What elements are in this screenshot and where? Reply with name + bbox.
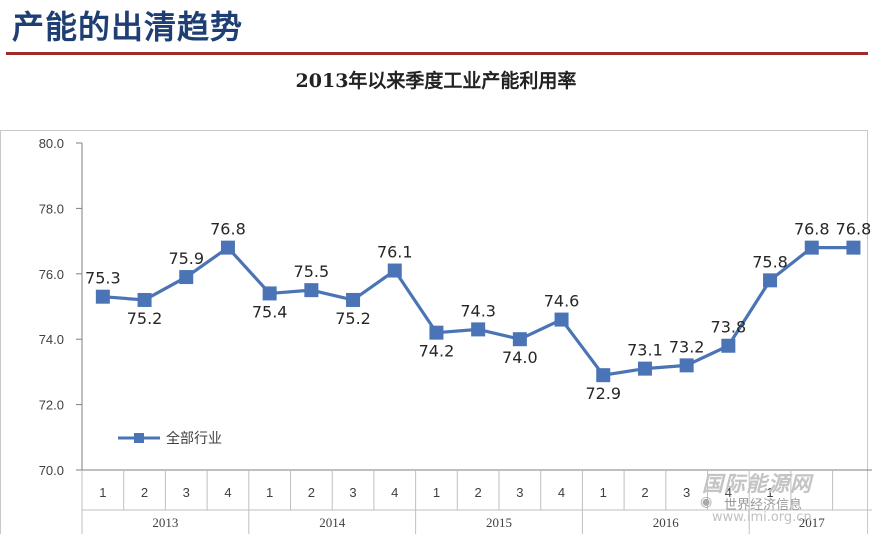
x-quarter-label: 3 [349,485,356,500]
data-point-marker [220,240,235,255]
x-year-label: 2016 [653,515,680,530]
data-point-marker [346,292,361,307]
data-label: 75.4 [252,302,288,321]
data-label: 74.3 [460,301,496,320]
x-quarter-label: 1 [99,485,106,500]
watermark: 国际能源网 ◉ 世界经济信息 www.imi.org.cn [700,468,860,528]
data-point-marker [512,332,527,347]
data-label: 76.8 [836,220,872,239]
x-quarter-label: 4 [558,485,565,500]
x-quarter-label: 4 [391,485,398,500]
data-label: 75.9 [168,249,204,268]
data-label: 75.5 [294,262,330,281]
watermark-logo-text: 国际能源网 [702,472,812,496]
x-year-label: 2017 [799,515,826,530]
data-label: 75.8 [752,252,788,271]
data-point-marker [596,368,611,383]
plot-frame [0,130,868,534]
x-quarter-label: 1 [766,485,773,500]
y-tick-label: 78.0 [39,201,64,216]
watermark-subtitle: 世界经济信息 [724,498,803,513]
y-tick-label: 74.0 [39,332,64,347]
slide-title: 产能的出清趋势 [12,8,244,46]
data-point-marker [471,322,486,337]
data-point-marker [179,270,194,285]
x-quarter-label: 1 [600,485,607,500]
data-label: 76.1 [377,243,413,262]
data-point-marker [721,338,736,353]
data-label: 74.2 [419,342,455,361]
x-quarter-label: 1 [433,485,440,500]
data-point-marker [679,358,694,373]
x-quarter-label: 2 [475,485,482,500]
data-point-marker [95,289,110,304]
data-label: 73.1 [627,341,663,360]
x-quarter-label: 4 [725,485,732,500]
data-label: 73.2 [669,337,705,356]
data-label: 75.2 [127,309,163,328]
x-year-label: 2014 [319,515,346,530]
data-point-marker [429,325,444,340]
watermark-url: www.imi.org.cn [712,510,812,525]
y-tick-label: 70.0 [39,463,64,478]
y-tick-label: 72.0 [39,398,64,413]
data-point-marker [387,263,402,278]
y-tick-label: 76.0 [39,267,64,282]
data-point-marker [304,283,319,298]
x-quarter-label: 3 [183,485,190,500]
data-label: 76.8 [210,220,246,239]
x-quarter-label: 3 [516,485,523,500]
x-quarter-label: 2 [141,485,148,500]
chart-title: 2013年以来季度工业产能利用率 [295,70,577,92]
wechat-icon: ◉ [700,494,713,510]
data-label: 75.3 [85,269,121,288]
x-quarter-label: 4 [224,485,231,500]
data-label: 76.8 [794,220,830,239]
x-quarter-label: 2 [641,485,648,500]
data-label: 75.2 [335,309,371,328]
x-year-label: 2015 [486,515,512,530]
y-tick-label: 80.0 [39,136,64,151]
data-point-marker [763,273,778,288]
x-year-label: 2013 [152,515,178,530]
data-label: 72.9 [585,384,621,403]
x-quarter-label: 2 [308,485,315,500]
data-label: 73.8 [711,318,747,337]
data-label: 74.6 [544,292,580,311]
data-point-marker [554,312,569,327]
data-point-marker [137,292,152,307]
title-rule [6,52,868,55]
legend-marker [134,433,144,443]
x-quarter-label: 1 [266,485,273,500]
data-point-marker [637,361,652,376]
data-point-marker [846,240,861,255]
legend-label: 全部行业 [166,430,222,447]
data-point-marker [804,240,819,255]
data-point-marker [262,286,277,301]
data-label: 74.0 [502,348,538,367]
x-quarter-label: 3 [683,485,690,500]
